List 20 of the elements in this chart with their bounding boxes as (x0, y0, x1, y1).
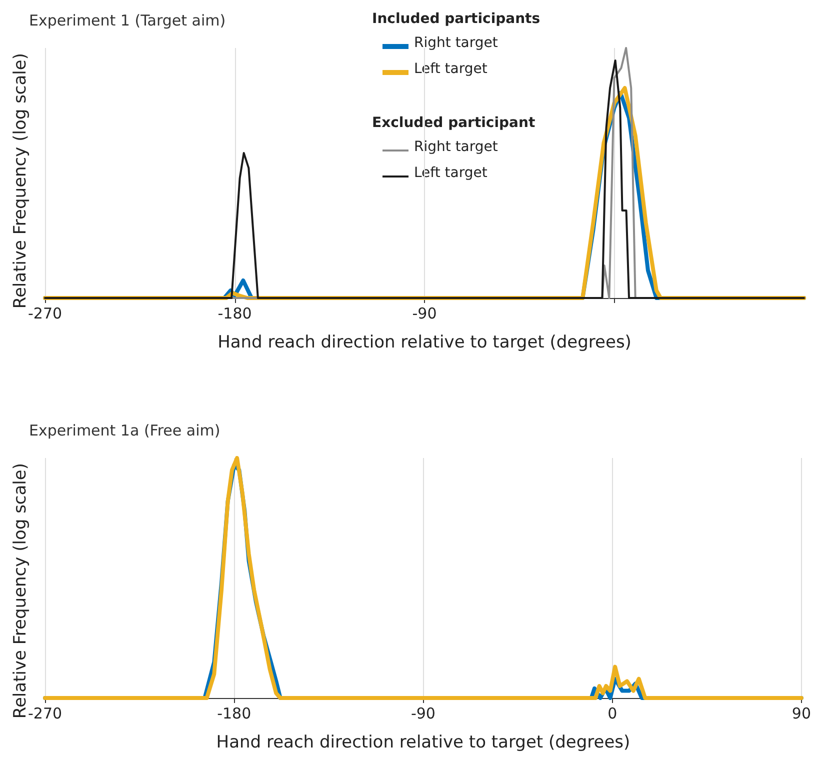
x-tick-label: -90 (410, 704, 436, 722)
y-axis-title: Relative Frequency (log scale) (10, 462, 30, 719)
x-axis-title: Hand reach direction relative to target (degrees) (218, 332, 632, 352)
x-tick-label: -270 (28, 704, 62, 722)
text: Included participants (372, 11, 540, 27)
x-tick-label: -90 (412, 304, 437, 322)
x-tick-label: -180 (218, 304, 252, 322)
x-tick-label: -180 (217, 704, 252, 722)
chart-title: Experiment 1a (Free aim) (29, 422, 220, 440)
legend-label: Right target (414, 139, 498, 155)
legend-label: Left target (414, 165, 488, 181)
x-tick-label: 90 (792, 704, 812, 722)
chart-title: Experiment 1 (Target aim) (29, 12, 226, 30)
x-axis-title: Hand reach direction relative to target (degrees) (216, 732, 630, 752)
annotation: Excluded participant (372, 115, 536, 131)
y-axis-title: Relative Frequency (log scale) (10, 52, 30, 309)
x-tick-label: 0 (608, 704, 618, 722)
x-tick-label: -270 (28, 304, 62, 322)
legend-label: Right target (414, 35, 498, 51)
legend-label: Left target (414, 61, 488, 77)
